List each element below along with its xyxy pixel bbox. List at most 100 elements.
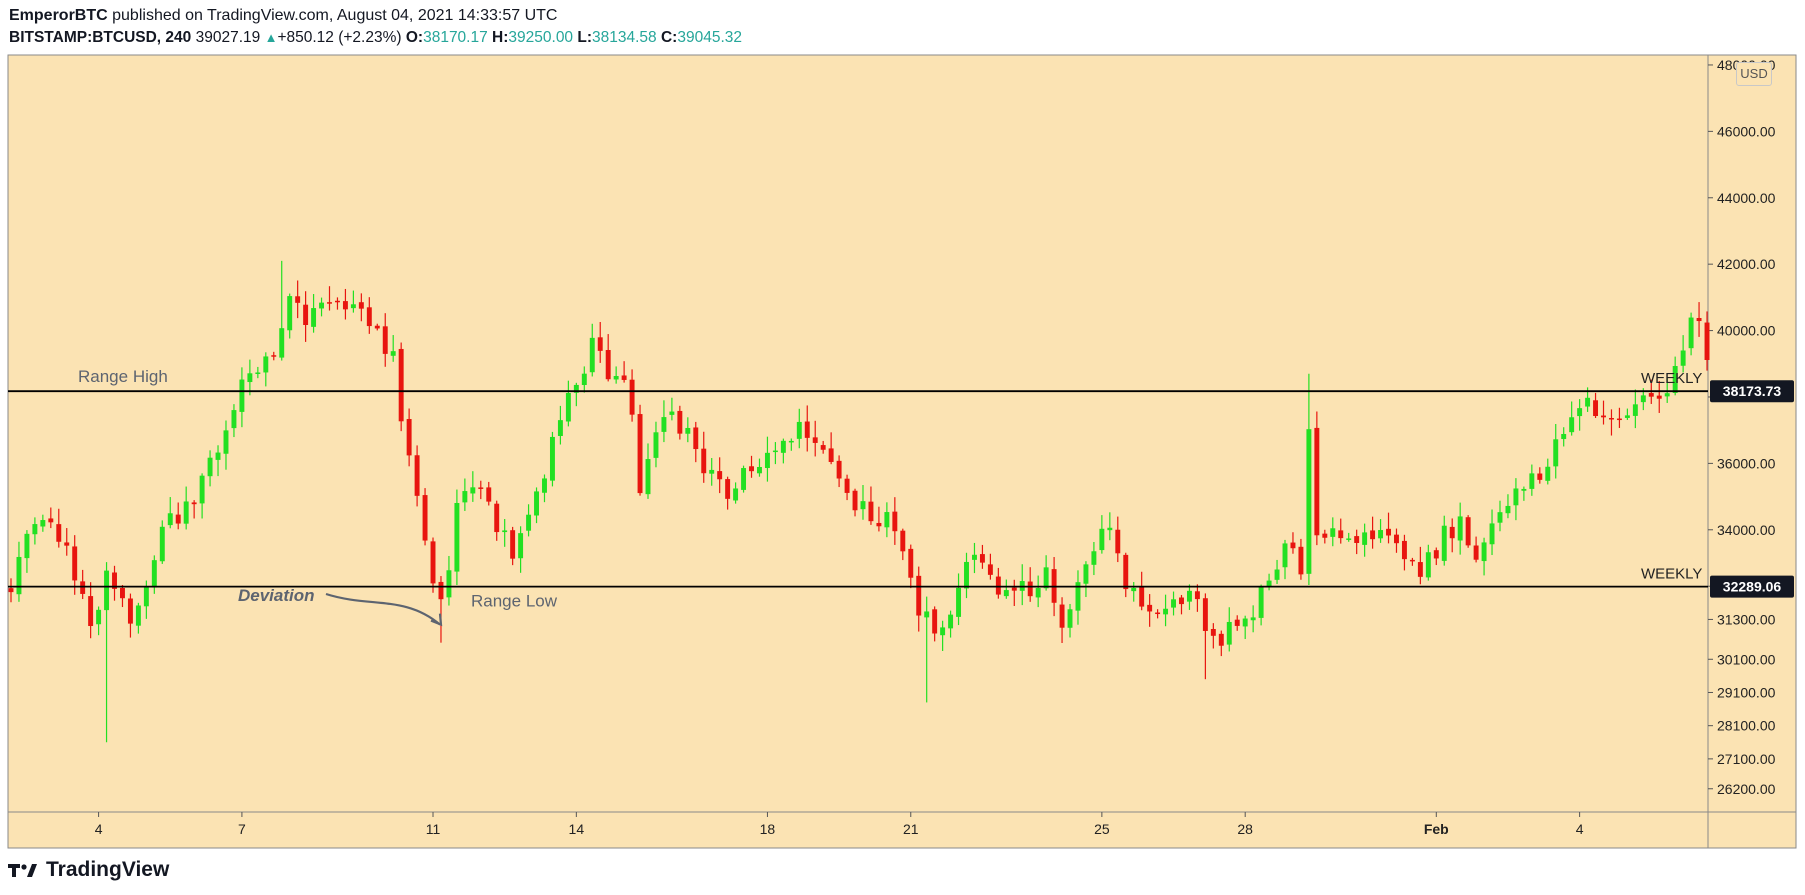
candle-body bbox=[398, 348, 404, 422]
candle-body bbox=[1656, 395, 1662, 399]
candle-body bbox=[1330, 528, 1336, 537]
candle-body bbox=[924, 611, 930, 618]
candle-body bbox=[40, 520, 46, 527]
candle-body bbox=[1179, 597, 1184, 605]
candle-body bbox=[8, 588, 14, 593]
candle-body bbox=[183, 501, 189, 524]
candle-body bbox=[1354, 536, 1360, 543]
candle-body bbox=[1043, 567, 1049, 589]
candle-body bbox=[1171, 599, 1176, 608]
candle-body bbox=[725, 479, 731, 499]
candle-body bbox=[932, 609, 938, 634]
candle-body bbox=[478, 487, 484, 489]
candle-body bbox=[526, 514, 532, 531]
candle-body bbox=[701, 448, 707, 474]
candle-body bbox=[581, 373, 587, 386]
plot-area[interactable] bbox=[8, 55, 1708, 812]
time-tick-label: 7 bbox=[238, 821, 246, 837]
candle-body bbox=[72, 546, 78, 581]
candle-body bbox=[510, 530, 516, 559]
time-axis[interactable] bbox=[8, 812, 1796, 848]
candle-body bbox=[685, 427, 691, 434]
candle-body bbox=[1593, 400, 1599, 417]
candle-body bbox=[900, 530, 906, 552]
open-label: O: bbox=[405, 29, 424, 46]
candle-body bbox=[1083, 564, 1089, 584]
candle-body bbox=[1513, 488, 1519, 506]
candle-body bbox=[80, 581, 86, 594]
candle-body bbox=[605, 350, 611, 380]
price-marker-label: 32289.06 bbox=[1723, 579, 1782, 595]
candle-body bbox=[1457, 516, 1463, 541]
candle-body bbox=[1035, 588, 1041, 598]
candle-body bbox=[549, 436, 555, 481]
candle-body bbox=[868, 501, 874, 522]
candle-body bbox=[1370, 530, 1376, 540]
candle-body bbox=[1131, 587, 1137, 592]
candle-body bbox=[159, 526, 165, 562]
symbol-label: BITSTAMP:BTCUSD, 240 bbox=[9, 29, 192, 46]
candle-body bbox=[1123, 554, 1129, 590]
candle-body bbox=[1394, 534, 1399, 544]
price-tick-label: 46000.00 bbox=[1717, 123, 1776, 139]
candle-body bbox=[1672, 366, 1678, 393]
candle-body bbox=[629, 379, 635, 415]
candle-body bbox=[1401, 540, 1407, 560]
candle-body bbox=[64, 542, 70, 546]
price-chart[interactable]: 26200.00 27100.00 28100.00 29100.00 30100.00… bbox=[0, 0, 1805, 850]
candle-body bbox=[995, 576, 1001, 595]
candle-body bbox=[1521, 488, 1527, 491]
candle-body bbox=[16, 556, 22, 595]
candle-body bbox=[1218, 633, 1224, 646]
candle-body bbox=[693, 427, 699, 450]
candle-body bbox=[1107, 527, 1113, 531]
candle-body bbox=[860, 501, 866, 510]
candle-body bbox=[677, 410, 683, 434]
candle-body bbox=[1537, 473, 1543, 480]
candle-body bbox=[175, 514, 181, 524]
candle-body bbox=[191, 502, 197, 505]
candle-body bbox=[1624, 415, 1630, 418]
candle-body bbox=[32, 524, 38, 535]
price-axis[interactable] bbox=[1708, 55, 1796, 812]
candle-body bbox=[1417, 562, 1423, 577]
candle-body bbox=[757, 466, 762, 474]
candle-body bbox=[1409, 559, 1415, 562]
deviation-arrow bbox=[325, 592, 441, 626]
candle-body bbox=[1609, 418, 1614, 420]
candle-body bbox=[1226, 621, 1232, 645]
candle-body bbox=[1011, 587, 1017, 591]
high-value: 39250.00 bbox=[508, 29, 574, 46]
candle-body bbox=[1425, 552, 1431, 578]
candle-body bbox=[438, 581, 444, 600]
candle-body bbox=[1505, 505, 1511, 514]
candle-body bbox=[295, 296, 301, 303]
candle-body bbox=[1497, 512, 1503, 523]
candle-body bbox=[303, 304, 309, 325]
candle-body bbox=[971, 554, 977, 560]
candle-body bbox=[247, 373, 253, 383]
candle-body bbox=[1266, 580, 1272, 588]
candle-body bbox=[1577, 408, 1583, 417]
candle-body bbox=[366, 307, 372, 327]
candle-body bbox=[812, 437, 818, 443]
candle-body bbox=[1027, 581, 1033, 597]
candle-body bbox=[239, 379, 245, 412]
candle-body bbox=[446, 570, 452, 598]
candle-body bbox=[422, 495, 428, 541]
candle-body bbox=[573, 384, 579, 393]
candle-body bbox=[406, 419, 412, 456]
candle-body bbox=[788, 440, 794, 443]
author-name[interactable]: EmperorBTC bbox=[9, 7, 108, 24]
candle-body bbox=[1378, 530, 1384, 539]
candle-body bbox=[1202, 598, 1208, 631]
candle-body bbox=[24, 533, 30, 559]
candle-body bbox=[1553, 439, 1559, 467]
candle-body bbox=[1139, 586, 1145, 607]
tradingview-logo[interactable]: TradingView bbox=[8, 858, 169, 882]
candle-body bbox=[327, 302, 332, 304]
candle-body bbox=[1529, 473, 1535, 489]
price-marker bbox=[1710, 380, 1794, 403]
currency-badge[interactable]: USD bbox=[1736, 62, 1772, 86]
candle-body bbox=[916, 575, 922, 616]
